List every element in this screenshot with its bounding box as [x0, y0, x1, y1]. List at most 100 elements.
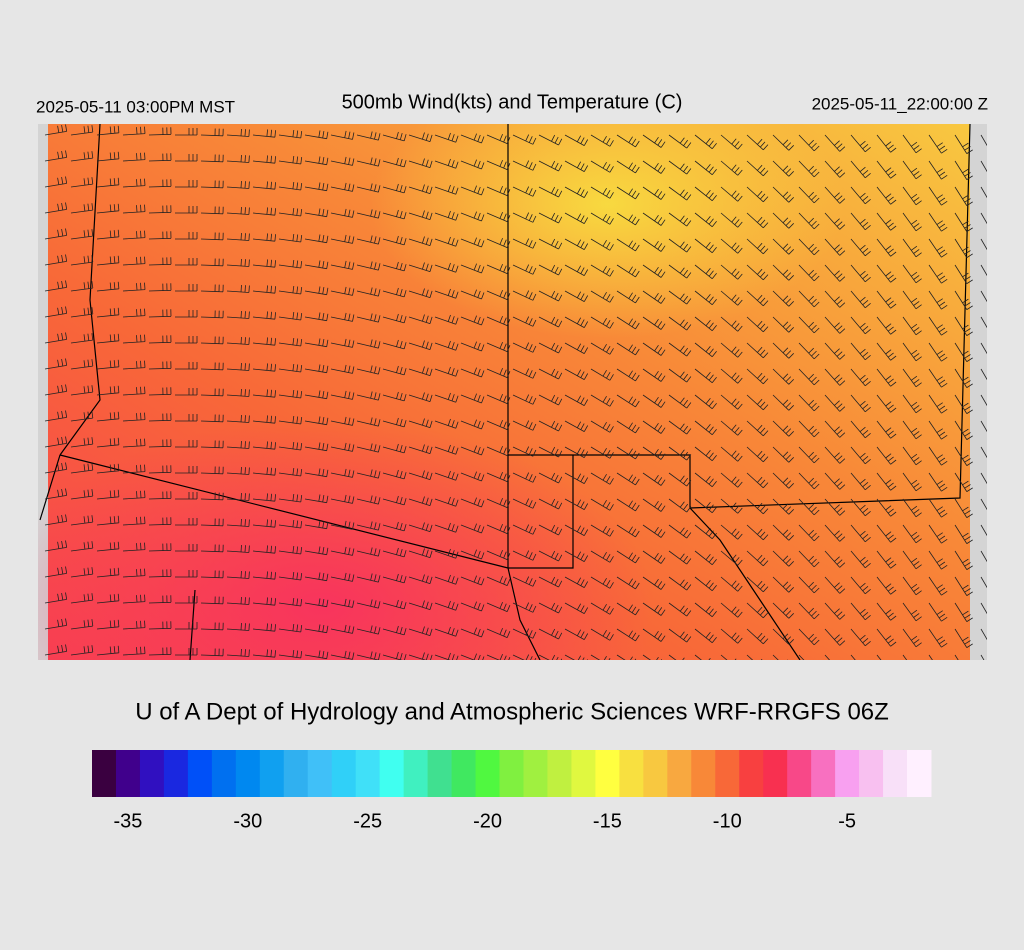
- wind-barb: [850, 394, 871, 413]
- wind-barb: [746, 446, 769, 463]
- wind-barb: [824, 134, 846, 152]
- wind-barb: [434, 184, 459, 195]
- wind-barb: [980, 446, 987, 459]
- wind-barb: [772, 524, 794, 541]
- wind-barb: [175, 154, 198, 162]
- wind-barb: [954, 498, 973, 518]
- wind-barb: [538, 160, 563, 172]
- wind-barb: [590, 212, 614, 225]
- wind-barb: [798, 186, 820, 204]
- wind-barb: [96, 463, 120, 474]
- wind-barb: [460, 575, 485, 586]
- wind-barb: [460, 185, 485, 196]
- wind-barb: [642, 186, 666, 200]
- wind-barb: [356, 417, 381, 427]
- wind-barb: [382, 339, 407, 350]
- wind-barb: [122, 152, 146, 162]
- wind-barb: [876, 524, 897, 543]
- wind-barb: [278, 519, 303, 529]
- wind-barb: [70, 437, 94, 448]
- wind-barb: [408, 392, 433, 402]
- colorbar-cell: [787, 750, 812, 797]
- colorbar-cell: [691, 750, 716, 797]
- wind-barb: [746, 628, 769, 645]
- wind-barb: [304, 390, 329, 400]
- wind-barb: [564, 602, 589, 614]
- wind-barb: [720, 524, 743, 540]
- wind-barb: [486, 289, 511, 300]
- wind-barb: [304, 650, 329, 660]
- wind-barb: [772, 238, 794, 255]
- wind-barb: [824, 550, 846, 568]
- wind-barb: [460, 393, 485, 404]
- wind-barb: [902, 498, 922, 518]
- wind-barb: [694, 628, 717, 644]
- wind-barb: [746, 186, 769, 203]
- wind-barb: [564, 498, 589, 510]
- wind-barb: [902, 524, 922, 544]
- wind-barb: [278, 493, 303, 503]
- wind-barb: [382, 651, 407, 660]
- wind-barb: [252, 467, 276, 476]
- wind-barb: [382, 209, 407, 220]
- wind-barb: [486, 237, 511, 248]
- wind-barb: [44, 514, 68, 526]
- wind-barb: [408, 158, 433, 168]
- wind-barb: [616, 524, 640, 538]
- wind-barb: [616, 446, 640, 460]
- wind-barb: [330, 130, 355, 140]
- wind-barb: [538, 420, 563, 432]
- wind-barb: [408, 366, 433, 376]
- wind-barb: [850, 342, 871, 361]
- wind-barb: [538, 524, 563, 536]
- wind-barb: [616, 160, 640, 174]
- wind-barb: [616, 316, 640, 330]
- colorbar-cell: [619, 750, 644, 797]
- wind-barb: [772, 290, 794, 307]
- wind-barb: [252, 571, 276, 580]
- wind-barb: [928, 342, 948, 362]
- wind-barb: [850, 576, 871, 595]
- wind-barb: [486, 445, 511, 456]
- colorbar-cell: [355, 750, 381, 797]
- wind-barb: [96, 307, 120, 318]
- wind-barb: [564, 368, 589, 380]
- wind-barb: [668, 628, 692, 643]
- wind-barb: [902, 342, 922, 362]
- state-border: [39, 124, 971, 660]
- wind-barb: [772, 498, 794, 515]
- colorbar-cell: [451, 750, 477, 797]
- wind-barb: [408, 262, 433, 272]
- wind-barb: [824, 394, 846, 412]
- wind-barb: [720, 576, 743, 592]
- wind-barb: [694, 212, 717, 228]
- wind-barb: [772, 342, 794, 359]
- wind-barb: [590, 550, 614, 563]
- wind-barb: [226, 414, 250, 423]
- wind-barb: [616, 342, 640, 356]
- wind-barb: [44, 566, 68, 578]
- wind-barb: [850, 316, 871, 335]
- wind-barb: [980, 238, 987, 251]
- wind-barb: [616, 212, 640, 226]
- wind-barb: [512, 368, 537, 379]
- wind-barb: [96, 255, 120, 266]
- wind-barb: [486, 315, 511, 326]
- wind-barb: [720, 628, 743, 644]
- wind-barb: [720, 446, 743, 462]
- wind-barb: [252, 519, 276, 528]
- wind-barb: [252, 285, 276, 294]
- wind-barb: [954, 602, 973, 622]
- wind-barb: [44, 306, 68, 318]
- wind-barb: [616, 628, 640, 642]
- wind-barb: [720, 186, 743, 202]
- wind-barb: [70, 385, 94, 396]
- wind-barb: [330, 234, 355, 244]
- wind-barb: [564, 290, 589, 302]
- wind-barb: [434, 340, 459, 351]
- wind-barb: [278, 389, 303, 399]
- wind-barb: [928, 186, 948, 206]
- wind-barb: [928, 446, 948, 466]
- wind-barb: [850, 446, 871, 465]
- wind-barb: [538, 446, 563, 458]
